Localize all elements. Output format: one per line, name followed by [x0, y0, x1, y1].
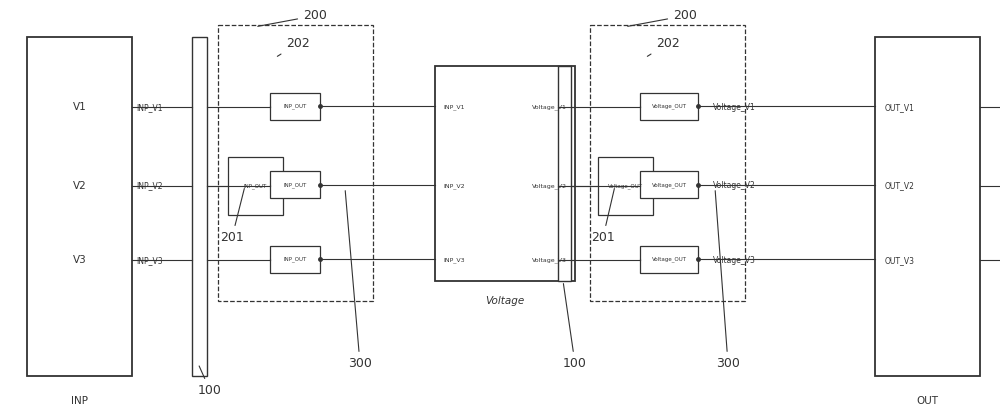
Text: 201: 201 — [591, 189, 615, 244]
Text: INP_V3: INP_V3 — [136, 256, 163, 265]
Text: INP_V2: INP_V2 — [443, 183, 465, 189]
Bar — [875, 37, 980, 376]
Text: INP_OUT: INP_OUT — [283, 182, 307, 188]
Bar — [228, 157, 283, 215]
Text: V3: V3 — [73, 255, 86, 265]
Text: 200: 200 — [258, 9, 327, 26]
Text: 202: 202 — [647, 37, 680, 56]
Text: INP_V2: INP_V2 — [136, 181, 162, 190]
Text: 300: 300 — [715, 191, 740, 370]
Text: Voltage_OUT: Voltage_OUT — [652, 182, 686, 188]
Bar — [640, 171, 698, 198]
Text: OUT_V1: OUT_V1 — [885, 103, 915, 112]
Text: 100: 100 — [198, 366, 222, 397]
Text: 202: 202 — [277, 37, 310, 56]
Bar — [435, 66, 575, 281]
Text: 100: 100 — [563, 284, 587, 370]
Bar — [640, 246, 698, 273]
Bar — [27, 37, 132, 376]
Text: INP_V1: INP_V1 — [136, 103, 162, 112]
Text: V1: V1 — [73, 102, 86, 112]
Text: Voltage_V3: Voltage_V3 — [713, 256, 756, 265]
Text: Voltage_OUT: Voltage_OUT — [608, 183, 643, 189]
Text: Voltage: Voltage — [485, 297, 525, 306]
Bar — [270, 171, 320, 198]
Text: Voltage_V2: Voltage_V2 — [532, 183, 567, 189]
Text: INP_V3: INP_V3 — [443, 257, 465, 263]
Bar — [270, 93, 320, 120]
Text: OUT_V3: OUT_V3 — [885, 256, 915, 265]
Text: INP_OUT: INP_OUT — [283, 104, 307, 109]
Text: INP_V1: INP_V1 — [443, 104, 464, 110]
Bar — [558, 66, 571, 281]
Text: INP_OUT: INP_OUT — [244, 183, 267, 189]
Text: OUT_V2: OUT_V2 — [885, 181, 915, 190]
Text: Voltage_V1: Voltage_V1 — [713, 103, 756, 112]
Text: INP_OUT: INP_OUT — [283, 256, 307, 262]
Bar — [590, 25, 745, 301]
Text: Voltage_OUT: Voltage_OUT — [652, 104, 686, 109]
Text: V2: V2 — [73, 181, 86, 191]
Text: Voltage_V3: Voltage_V3 — [532, 257, 567, 263]
Bar — [640, 93, 698, 120]
Text: Voltage_OUT: Voltage_OUT — [652, 256, 686, 262]
Bar — [218, 25, 373, 301]
Bar — [192, 37, 207, 376]
Text: Voltage_V2: Voltage_V2 — [713, 181, 756, 190]
Text: 200: 200 — [628, 9, 697, 26]
Bar — [598, 157, 653, 215]
Text: INP: INP — [71, 396, 88, 406]
Bar — [270, 246, 320, 273]
Text: 201: 201 — [220, 189, 244, 244]
Text: Voltage_V1: Voltage_V1 — [532, 104, 567, 110]
Text: 300: 300 — [345, 191, 372, 370]
Text: OUT: OUT — [916, 396, 938, 406]
